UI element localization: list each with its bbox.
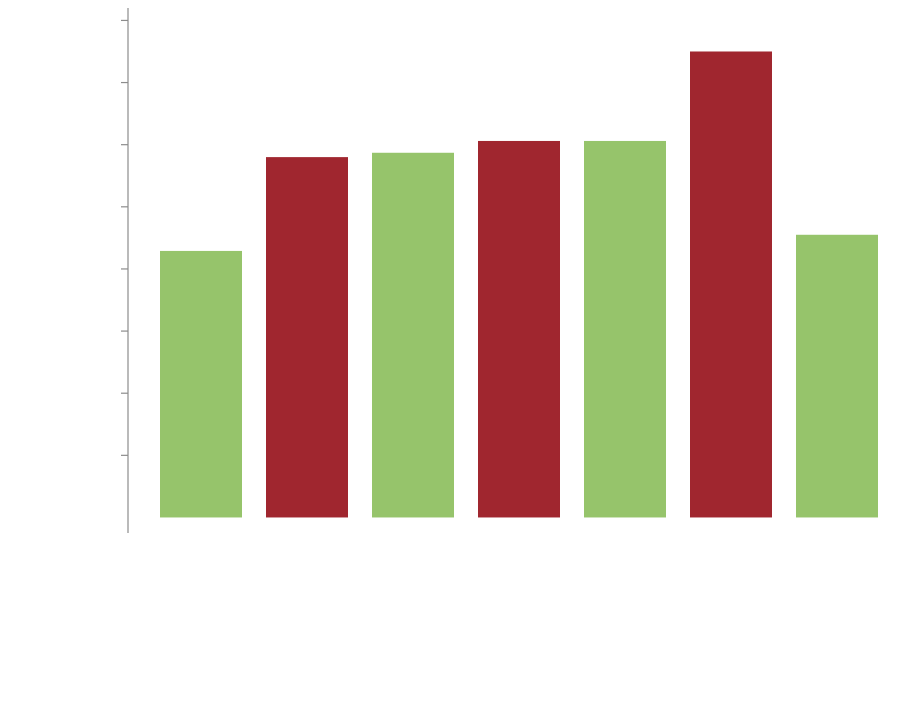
bar: [160, 250, 242, 518]
bar: [690, 51, 772, 518]
bar: [266, 157, 348, 518]
bar: [372, 152, 454, 518]
bar: [796, 234, 878, 518]
bar: [478, 140, 560, 518]
bar: [584, 140, 666, 518]
